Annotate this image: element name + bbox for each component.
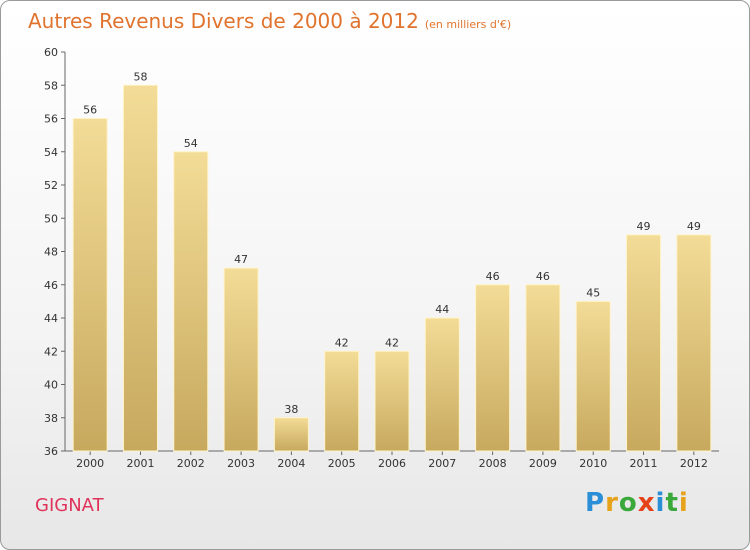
data-label: 49 [687, 220, 701, 233]
data-label: 45 [586, 286, 600, 299]
y-tick-label: 56 [44, 113, 58, 126]
data-label: 44 [435, 303, 449, 316]
x-tick-label: 2000 [76, 457, 104, 470]
bar [525, 284, 561, 452]
y-tick-label: 46 [44, 279, 58, 292]
data-label: 58 [133, 70, 147, 83]
x-tick-label: 2011 [630, 457, 658, 470]
proxiti-logo: Proxiti [585, 488, 689, 518]
bar [324, 350, 360, 452]
bar [475, 284, 511, 452]
logo-letter: x [637, 488, 656, 518]
x-tick-label: 2012 [680, 457, 708, 470]
bar [676, 234, 712, 452]
logo-letter: r [605, 488, 619, 518]
y-tick-label: 48 [44, 246, 58, 259]
y-tick-label: 44 [44, 312, 58, 325]
x-tick-label: 2003 [227, 457, 255, 470]
chart-title-text: Autres Revenus Divers de 2000 à 2012 [28, 9, 419, 33]
chart-axes: 36 38 40 42 44 46 48 50 52 54 56 58 60 2000 2001 2002 20… [44, 46, 719, 470]
chart-unit-note: (en milliers d'€) [424, 18, 512, 31]
logo-letter: t [665, 488, 679, 518]
bar [72, 118, 108, 452]
x-tick-label: 2001 [126, 457, 154, 470]
x-tick-label: 2007 [428, 457, 456, 470]
y-tick-label: 36 [44, 445, 58, 458]
bar [223, 267, 259, 452]
chart-bars [72, 84, 712, 452]
chart-title: Autres Revenus Divers de 2000 à 2012 (en … [28, 9, 511, 33]
y-tick-label: 38 [44, 412, 58, 425]
bar [122, 84, 158, 452]
x-tick-label: 2006 [378, 457, 406, 470]
y-tick-label: 52 [44, 179, 58, 192]
commune-name: GIGNAT [35, 495, 104, 516]
bar [173, 151, 209, 452]
data-label: 56 [83, 104, 97, 117]
y-tick-label: 42 [44, 345, 58, 358]
data-label: 47 [234, 253, 248, 266]
data-label: 49 [637, 220, 651, 233]
data-label: 38 [284, 403, 298, 416]
data-label: 54 [184, 137, 198, 150]
x-tick-label: 2005 [328, 457, 356, 470]
data-label: 46 [536, 270, 550, 283]
bar [626, 234, 662, 452]
bar [374, 350, 410, 452]
data-label: 42 [385, 336, 399, 349]
y-tick-label: 40 [44, 379, 58, 392]
logo-letter: i [678, 488, 689, 518]
x-tick-label: 2002 [177, 457, 205, 470]
data-label: 46 [486, 270, 500, 283]
bar [424, 317, 460, 452]
bar [273, 417, 309, 452]
y-tick-label: 60 [44, 46, 58, 59]
y-tick-label: 58 [44, 79, 58, 92]
x-tick-label: 2008 [479, 457, 507, 470]
y-tick-label: 54 [44, 146, 58, 159]
logo-letter: P [585, 488, 606, 518]
logo-letter: i [655, 488, 666, 518]
x-tick-label: 2004 [277, 457, 305, 470]
bar [575, 300, 611, 452]
x-tick-label: 2010 [579, 457, 607, 470]
x-tick-label: 2009 [529, 457, 557, 470]
data-label: 42 [335, 336, 349, 349]
logo-letter: o [618, 488, 638, 518]
y-tick-label: 50 [44, 212, 58, 225]
chart-labels: 56 58 54 47 38 42 42 44 46 46 45 49 49 [83, 70, 701, 416]
